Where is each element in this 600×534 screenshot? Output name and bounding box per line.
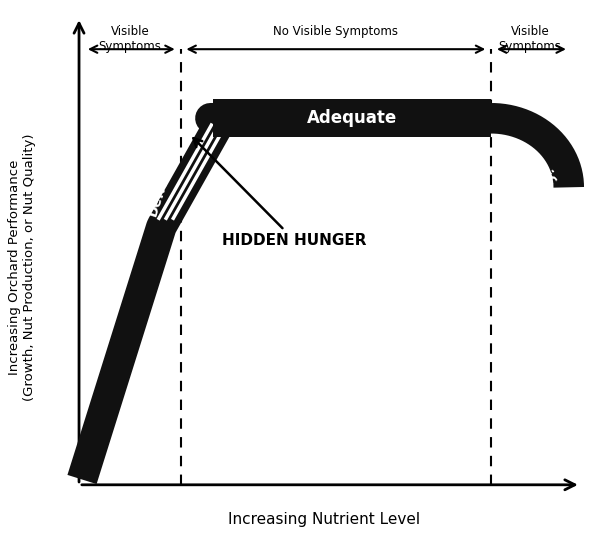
Text: Deficient: Deficient: [145, 146, 180, 218]
Text: Visible
Symptoms: Visible Symptoms: [98, 25, 161, 53]
Text: Adequate: Adequate: [307, 109, 397, 127]
Text: Toxic: Toxic: [524, 150, 560, 188]
Text: Increasing Orchard Performance
(Growth, Nut Production, or Nut Quality): Increasing Orchard Performance (Growth, …: [8, 134, 36, 400]
Text: Increasing Nutrient Level: Increasing Nutrient Level: [228, 512, 420, 527]
Text: HIDDEN HUNGER: HIDDEN HUNGER: [193, 138, 367, 248]
Text: Visible
Symptoms: Visible Symptoms: [499, 25, 562, 53]
Text: No Visible Symptoms: No Visible Symptoms: [274, 25, 398, 38]
Bar: [214, 99, 491, 137]
